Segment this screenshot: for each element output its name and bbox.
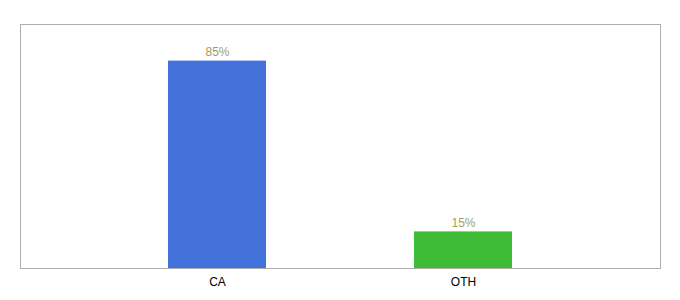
svg-text:15%: 15% (451, 216, 475, 230)
svg-text:85%: 85% (205, 45, 229, 59)
svg-text:CA: CA (209, 275, 226, 289)
svg-text:OTH: OTH (451, 275, 476, 289)
